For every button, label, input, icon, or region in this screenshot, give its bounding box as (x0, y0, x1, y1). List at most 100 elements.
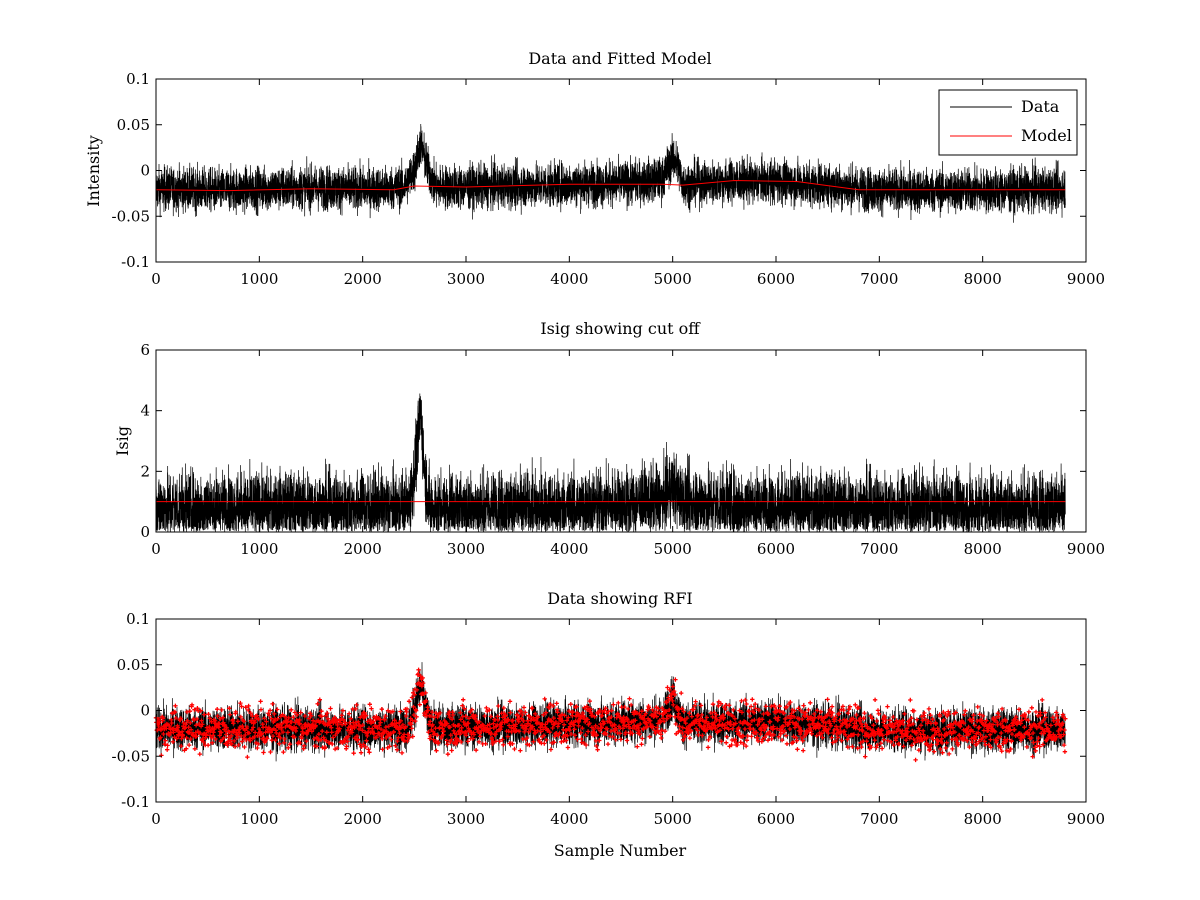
data-point (399, 750, 405, 756)
data-point (285, 730, 291, 735)
data-point (461, 719, 466, 725)
data-point (602, 708, 607, 713)
data-point (225, 739, 231, 744)
y-tick-label: 4 (140, 402, 150, 420)
data-point (232, 738, 237, 744)
data-point (999, 749, 1004, 754)
data-point (215, 713, 220, 719)
data-point (984, 718, 989, 723)
data-point (736, 730, 742, 736)
x-tick-label: 3000 (447, 270, 485, 288)
data-point (599, 725, 604, 730)
data-point (901, 744, 906, 749)
data-point (1007, 724, 1012, 729)
data-point (471, 732, 477, 737)
data-point (173, 703, 178, 708)
data-point (201, 739, 206, 745)
data-point (206, 712, 211, 717)
data-point (219, 730, 224, 735)
data-point (390, 709, 396, 714)
data-point (328, 706, 333, 711)
data-point (714, 712, 719, 717)
data-point (465, 739, 470, 744)
data-point (495, 717, 501, 723)
data-point (875, 708, 881, 713)
data-point (220, 715, 226, 720)
data-point (387, 744, 392, 749)
data-point (994, 738, 999, 743)
data-point (1021, 734, 1026, 740)
data-point (435, 733, 440, 738)
data-point (771, 732, 776, 738)
data-point (977, 725, 982, 730)
data-point (861, 715, 867, 721)
data-point (477, 719, 482, 725)
data-point (327, 740, 332, 745)
data-point (872, 697, 878, 702)
x-tick-label: 2000 (344, 810, 382, 828)
data-point (825, 697, 830, 702)
data-point (1018, 738, 1024, 743)
data-point (490, 739, 496, 745)
data-point (542, 741, 547, 746)
data-point (371, 731, 377, 736)
data-point (437, 725, 442, 730)
data-point (647, 734, 652, 739)
data-point (765, 738, 771, 743)
data-point (179, 736, 184, 741)
data-point (164, 726, 169, 731)
data-point (1029, 705, 1034, 710)
data-point (633, 718, 638, 723)
data-point (741, 734, 746, 739)
data-point (720, 713, 726, 718)
data-point (684, 715, 690, 721)
data-point (698, 703, 704, 708)
data-point (523, 710, 528, 715)
data-point (1037, 721, 1042, 726)
data-point (200, 737, 205, 742)
data-point (1042, 710, 1048, 715)
data-point (808, 700, 813, 705)
data-point (973, 737, 978, 742)
data-point (173, 715, 178, 721)
data-point (571, 722, 577, 728)
data-point (841, 707, 846, 713)
data-point (829, 713, 834, 718)
data-point (353, 706, 358, 712)
data-point (855, 746, 860, 751)
data-point (583, 742, 589, 748)
data-point (784, 733, 789, 738)
data-point (383, 724, 389, 730)
data-point (687, 711, 692, 716)
data-point (760, 717, 765, 722)
data-point (883, 717, 888, 723)
data-point (733, 737, 738, 742)
data-point (175, 725, 181, 730)
data-point (667, 707, 672, 713)
data-point (658, 732, 664, 737)
x-tick-label: 9000 (1067, 810, 1105, 828)
data-point (789, 711, 794, 716)
data-point (1003, 718, 1008, 724)
data-point (365, 719, 370, 724)
x-tick-label: 8000 (964, 540, 1002, 558)
data-point (277, 731, 282, 737)
data-point (294, 726, 299, 731)
data-point (894, 729, 899, 734)
data-point (344, 744, 349, 749)
data-point (462, 706, 467, 711)
data-point (1003, 728, 1008, 733)
data-point (797, 725, 803, 731)
data-point (755, 738, 761, 743)
x-tick-label: 5000 (654, 270, 692, 288)
data-point (732, 716, 738, 721)
data-point (1056, 728, 1061, 734)
data-point (1008, 746, 1013, 752)
data-point (982, 721, 988, 727)
data-point (544, 737, 549, 743)
data-point (677, 728, 683, 733)
chart-title: Data and Fitted Model (528, 49, 711, 68)
chart-panel-data-rfi: Data showing RFI 0 1000 2000 3000 4000 5000 60… (112, 589, 1106, 860)
data-point (488, 714, 494, 719)
